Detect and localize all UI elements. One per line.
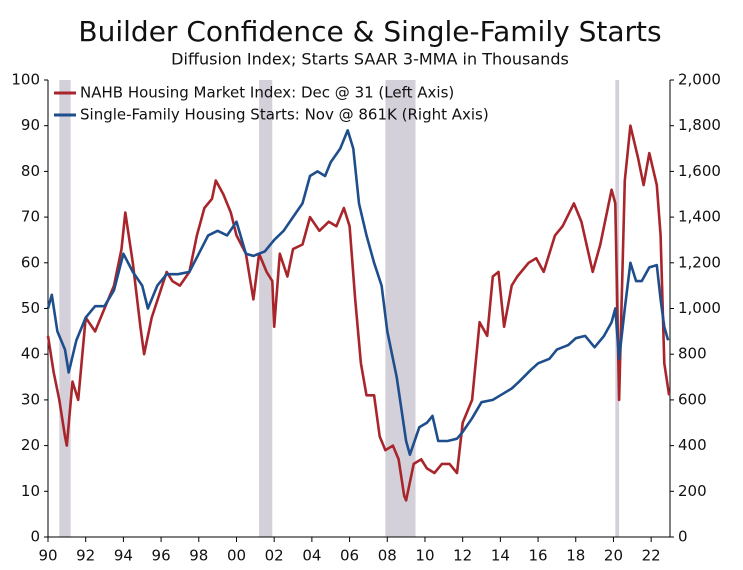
x-tick-label: 96	[152, 547, 171, 565]
y2-tick-label: 1,200	[678, 253, 721, 271]
chart-title: Builder Confidence & Single-Family Start…	[78, 15, 661, 48]
legend-label: Single-Family Housing Starts: Nov @ 861K…	[80, 106, 489, 124]
series-line	[46, 129, 670, 456]
x-tick-label: 00	[227, 547, 246, 565]
y-tick-label: 10	[21, 482, 40, 500]
y2-tick-label: 2,000	[678, 71, 721, 89]
x-tick-label: 98	[189, 547, 208, 565]
y-tick-label: 100	[11, 71, 40, 89]
y2-tick-label: 1,600	[678, 162, 721, 180]
x-tick-label: 18	[566, 547, 585, 565]
y2-tick-label: 400	[678, 436, 707, 454]
x-tick-label: 06	[340, 547, 359, 565]
y-tick-label: 20	[21, 436, 40, 454]
x-tick-label: 16	[529, 547, 548, 565]
y-tick-label: 70	[21, 208, 40, 226]
chart-subtitle: Diffusion Index; Starts SAAR 3-MMA in Th…	[171, 50, 569, 69]
y-tick-label: 40	[21, 345, 40, 363]
y2-tick-label: 800	[678, 345, 707, 363]
x-tick-label: 90	[38, 547, 57, 565]
y2-tick-label: 600	[678, 390, 707, 408]
y2-tick-label: 0	[678, 528, 688, 546]
x-tick-label: 04	[302, 547, 321, 565]
y-tick-label: 80	[21, 162, 40, 180]
x-tick-label: 02	[265, 547, 284, 565]
y2-tick-label: 1,000	[678, 299, 721, 317]
legend-label: NAHB Housing Market Index: Dec @ 31 (Lef…	[80, 84, 454, 102]
x-tick-label: 14	[491, 547, 510, 565]
series-line	[46, 124, 671, 502]
y-tick-label: 0	[30, 528, 40, 546]
y-tick-label: 50	[21, 299, 40, 317]
x-tick-label: 10	[415, 547, 434, 565]
x-tick-label: 12	[453, 547, 472, 565]
x-tick-label: 92	[76, 547, 95, 565]
y2-tick-label: 1,800	[678, 116, 721, 134]
y-tick-label: 90	[21, 116, 40, 134]
y-tick-label: 60	[21, 253, 40, 271]
x-tick-label: 94	[114, 547, 133, 565]
x-tick-label: 20	[604, 547, 623, 565]
recession-shade	[259, 80, 273, 537]
x-tick-label: 22	[642, 547, 661, 565]
y2-tick-label: 200	[678, 482, 707, 500]
x-tick-label: 08	[378, 547, 397, 565]
recession-shade	[59, 80, 71, 537]
y2-tick-label: 1,400	[678, 208, 721, 226]
y-tick-label: 30	[21, 390, 40, 408]
recession-shade	[385, 80, 416, 537]
